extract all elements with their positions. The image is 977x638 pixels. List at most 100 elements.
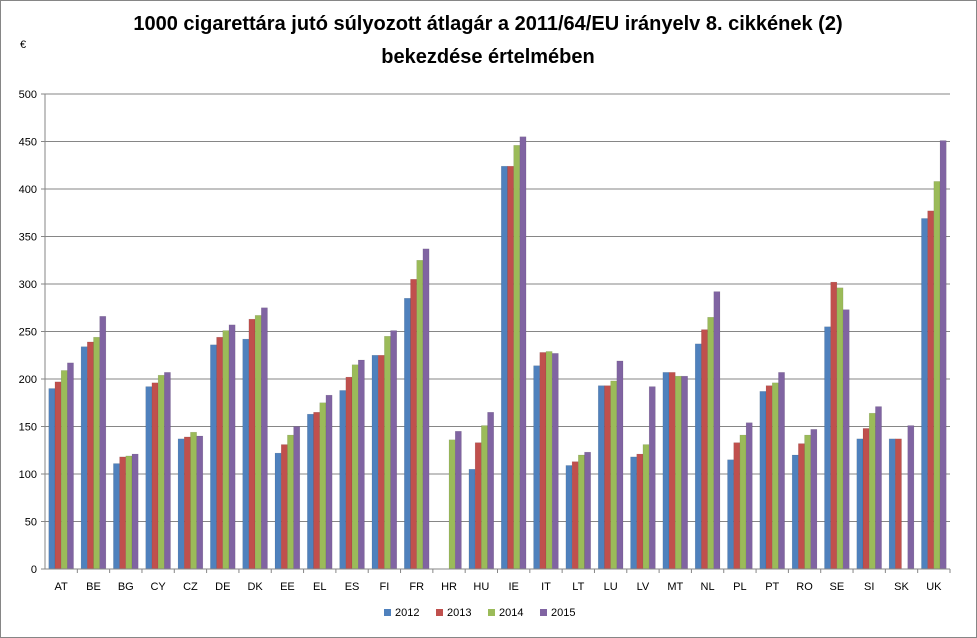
chart-title-line2: bekezdése értelmében xyxy=(381,46,594,68)
bar-AT-2013 xyxy=(54,381,62,570)
x-tick-label: NL xyxy=(701,581,715,593)
bar-LV-2013 xyxy=(636,453,644,570)
bar-FI-2014 xyxy=(384,336,391,570)
bar-DK-2014 xyxy=(254,315,262,570)
bar-BE-2013 xyxy=(87,341,94,570)
bar-DK-2015 xyxy=(261,307,268,570)
bar-IT-2014 xyxy=(545,351,553,570)
bar-LU-2012 xyxy=(597,385,605,570)
bar-RO-2015 xyxy=(810,429,818,570)
y-tick-label: 200 xyxy=(19,374,37,386)
x-tick-label: FI xyxy=(379,581,389,593)
bar-CZ-2013 xyxy=(184,436,191,570)
bar-FI-2013 xyxy=(377,355,385,570)
x-tick-label: LV xyxy=(637,581,650,593)
y-tick-label: 350 xyxy=(19,232,37,244)
bar-PT-2014 xyxy=(771,382,779,570)
bar-FI-2012 xyxy=(371,355,379,570)
y-tick-label: 300 xyxy=(19,279,37,291)
x-tick-label: AT xyxy=(55,581,69,593)
x-tick-label: DE xyxy=(215,581,230,593)
bar-SK-2012 xyxy=(888,438,896,570)
x-tick-label: RO xyxy=(796,581,813,593)
bar-RO-2014 xyxy=(804,434,811,570)
bar-DK-2012 xyxy=(242,338,250,570)
y-tick-label: 150 xyxy=(19,422,37,434)
bar-EL-2014 xyxy=(319,402,327,570)
bar-PT-2012 xyxy=(759,391,767,570)
legend: 2012 2013 2014 2015 xyxy=(384,607,575,619)
bar-IT-2015 xyxy=(551,353,559,570)
x-tick-label: HR xyxy=(441,581,457,593)
bar-LT-2012 xyxy=(565,465,573,570)
bar-EE-2013 xyxy=(280,444,288,570)
x-tick-label: SE xyxy=(830,581,845,593)
bar-LU-2014 xyxy=(610,380,618,570)
bar-CZ-2012 xyxy=(177,438,185,570)
bar-PT-2015 xyxy=(778,372,785,570)
bar-SE-2014 xyxy=(836,287,844,570)
bar-CY-2012 xyxy=(145,386,153,570)
bar-CY-2015 xyxy=(164,372,171,570)
y-tick-label: 400 xyxy=(19,184,37,196)
bar-IE-2012 xyxy=(501,165,508,570)
legend-label: 2014 xyxy=(499,607,523,619)
bar-DE-2013 xyxy=(216,336,224,570)
bar-NL-2015 xyxy=(713,291,721,570)
axes: 0 50 100 150 200 250 300 350 400 450 500 AT BE BG CY CZ… xyxy=(19,89,951,593)
bar-MT-2015 xyxy=(681,375,688,570)
bar-PL-2015 xyxy=(745,422,753,570)
bar-EL-2013 xyxy=(313,412,320,570)
x-tick-label: SK xyxy=(894,581,909,593)
bar-LU-2015 xyxy=(616,360,624,570)
x-tick-label: IE xyxy=(508,581,518,593)
bar-SI-2015 xyxy=(875,406,882,570)
bar-EE-2014 xyxy=(287,434,294,570)
bar-HU-2012 xyxy=(468,469,476,570)
bar-RO-2012 xyxy=(791,454,799,570)
bar-IE-2015 xyxy=(519,136,527,570)
legend-label: 2013 xyxy=(447,607,471,619)
bar-PL-2012 xyxy=(727,459,734,570)
x-tick-label: PT xyxy=(765,581,779,593)
bar-EE-2012 xyxy=(274,452,282,570)
bar-NL-2013 xyxy=(701,329,708,570)
bar-SI-2012 xyxy=(856,438,864,570)
bar-LT-2015 xyxy=(584,451,591,570)
bar-SK-2013 xyxy=(895,438,902,570)
x-tick-label: BE xyxy=(86,581,101,593)
x-tick-label: EL xyxy=(313,581,326,593)
bar-SI-2013 xyxy=(862,428,870,570)
bar-DK-2013 xyxy=(248,318,256,570)
bar-HU-2015 xyxy=(487,412,494,570)
bar-DE-2012 xyxy=(210,344,217,570)
bar-UK-2015 xyxy=(939,140,947,570)
bar-UK-2013 xyxy=(927,210,935,570)
bar-FR-2014 xyxy=(416,260,424,570)
legend-label: 2012 xyxy=(395,607,419,619)
bar-HU-2014 xyxy=(481,425,488,570)
x-tick-label: BG xyxy=(118,581,134,593)
legend-label: 2015 xyxy=(551,607,575,619)
x-tick-label: ES xyxy=(345,581,360,593)
bar-IE-2014 xyxy=(513,145,521,570)
bar-CZ-2015 xyxy=(196,435,204,570)
x-tick-label: HU xyxy=(473,581,489,593)
x-tick-label: CY xyxy=(150,581,166,593)
bar-SE-2012 xyxy=(824,326,831,570)
bar-CY-2013 xyxy=(151,382,159,570)
bar-BG-2013 xyxy=(119,456,127,570)
bar-BG-2014 xyxy=(125,455,133,570)
bar-SE-2015 xyxy=(842,309,850,570)
y-tick-label: 250 xyxy=(19,327,37,339)
x-tick-label: PL xyxy=(733,581,746,593)
legend-swatch-2012 xyxy=(384,609,391,616)
bar-ES-2014 xyxy=(351,364,359,570)
bar-AT-2015 xyxy=(67,362,74,570)
bar-IT-2013 xyxy=(539,352,547,570)
bar-HR-2015 xyxy=(454,431,462,570)
x-tick-label: EE xyxy=(280,581,295,593)
bar-ES-2012 xyxy=(339,390,347,570)
bar-LU-2013 xyxy=(604,385,611,570)
